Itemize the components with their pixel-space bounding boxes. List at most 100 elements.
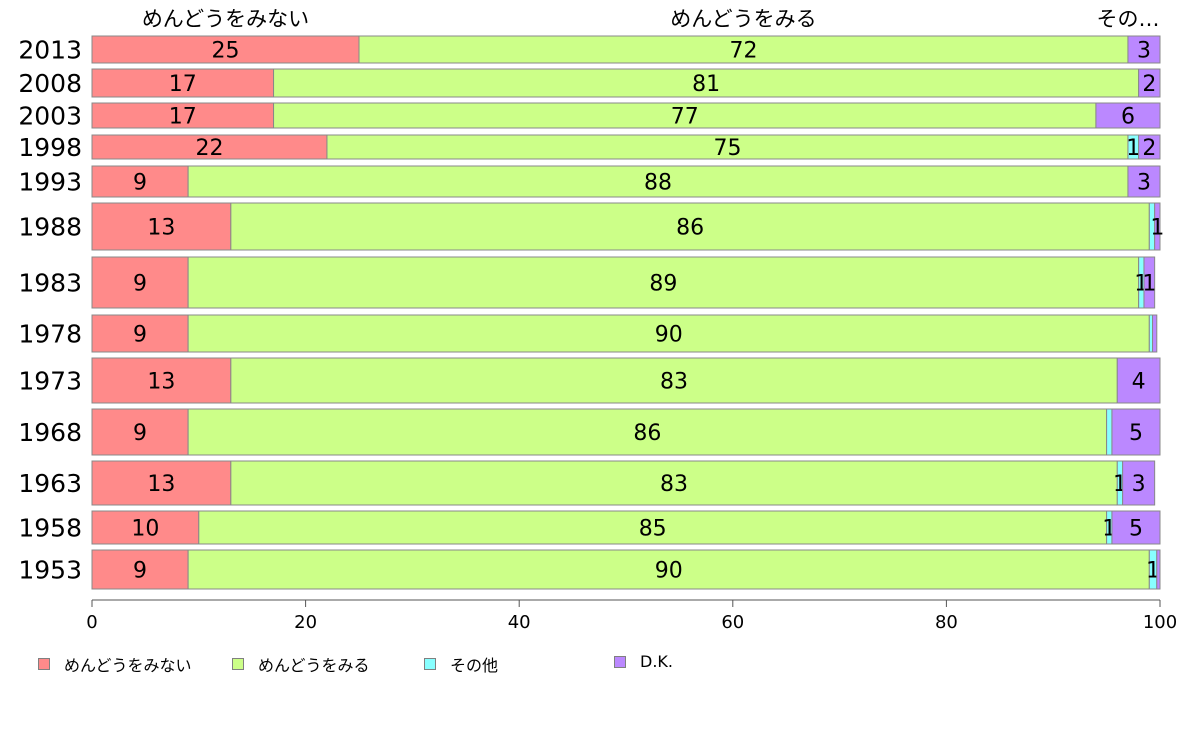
bar-segment — [1106, 408, 1113, 456]
y-tick-label: 1958 — [18, 514, 82, 543]
data-label: 72 — [729, 39, 757, 64]
bar-segment — [358, 35, 1129, 64]
bar-segment — [326, 134, 1129, 160]
y-tick-label: 2013 — [18, 36, 82, 65]
bar-segment — [187, 314, 1150, 353]
data-label: 90 — [655, 323, 683, 348]
data-label: 13 — [147, 216, 175, 241]
bar-segment — [1111, 408, 1161, 456]
data-label: 85 — [639, 517, 667, 542]
y-tick-label: 1968 — [18, 418, 82, 447]
bar-segment — [91, 134, 328, 160]
data-label: 13 — [147, 472, 175, 497]
bar-segment — [1138, 134, 1161, 160]
data-label: 13 — [147, 370, 175, 395]
bar-segment — [91, 510, 200, 545]
legend-swatch-dk — [614, 655, 626, 668]
bar-segment — [1122, 460, 1156, 506]
bar-segment — [91, 35, 360, 64]
y-tick-label: 1988 — [18, 213, 82, 242]
data-label: 3 — [1132, 472, 1146, 497]
data-label: 89 — [649, 272, 677, 297]
top-category-label: めんどうをみる — [670, 7, 816, 31]
x-tick-label: 80 — [935, 612, 958, 633]
data-label: 1 — [1150, 216, 1164, 241]
bar-segment — [187, 256, 1140, 309]
bar-segment — [1154, 202, 1161, 251]
data-label: 75 — [713, 136, 741, 161]
data-label: 83 — [660, 370, 688, 395]
legend-item-care: めんどうをみる — [232, 652, 370, 676]
bar-segment — [273, 68, 1140, 98]
y-tick-label: 1993 — [18, 168, 82, 197]
bar-segment — [187, 165, 1129, 198]
bar-segment — [1116, 357, 1161, 404]
legend-item-no-care: めんどうをみない — [38, 652, 192, 676]
data-label: 3 — [1137, 171, 1151, 196]
data-label: 4 — [1132, 370, 1146, 395]
bar-segment — [1152, 314, 1158, 353]
data-label: 81 — [692, 72, 720, 97]
bar-segment — [1127, 35, 1161, 64]
data-label: 1 — [1142, 272, 1156, 297]
data-label: 5 — [1129, 421, 1143, 446]
y-tick-label: 2003 — [18, 102, 82, 131]
top-category-label: めんどうをみない — [142, 7, 309, 31]
bar-segment — [1127, 165, 1161, 198]
data-label: 2 — [1142, 72, 1156, 97]
data-label: 9 — [133, 323, 147, 348]
y-tick-label: 1978 — [18, 320, 82, 349]
data-label: 77 — [671, 105, 699, 130]
data-label: 17 — [169, 72, 197, 97]
legend-swatch-other — [424, 658, 436, 670]
bar-segment — [230, 460, 1118, 506]
bar-segment — [1138, 68, 1161, 98]
data-label: 88 — [644, 171, 672, 196]
bar-segment — [198, 510, 1108, 545]
data-label: 90 — [655, 559, 683, 584]
legend-label-dk: D.K. — [640, 652, 673, 671]
legend-label-care: めんどうをみる — [258, 656, 370, 675]
bar-segment — [91, 549, 189, 590]
legend-swatch-no-care — [38, 658, 50, 670]
bar-segment — [187, 549, 1150, 590]
legend-label-other: その他 — [450, 656, 499, 675]
bar-segment — [91, 408, 189, 456]
legend-swatch-care — [232, 658, 244, 670]
x-tick-label: 60 — [721, 612, 744, 633]
data-label: 9 — [133, 272, 147, 297]
x-tick-label: 0 — [86, 612, 97, 633]
data-label: 1 — [1126, 136, 1140, 161]
bar-segment — [91, 102, 275, 129]
y-tick-label: 2008 — [18, 69, 82, 98]
legend-item-other: その他 — [424, 652, 498, 676]
data-label: 9 — [133, 559, 147, 584]
bar-segment — [1095, 102, 1161, 129]
y-tick-label: 1953 — [18, 556, 82, 585]
y-tick-label: 1973 — [18, 367, 82, 396]
y-tick-label: 1983 — [18, 269, 82, 298]
bar-segment — [230, 202, 1150, 251]
legend-item-dk: D.K. — [614, 652, 673, 671]
bar-segment — [91, 202, 232, 251]
data-label: 5 — [1129, 517, 1143, 542]
x-tick-label: 40 — [508, 612, 531, 633]
bar-segment — [91, 460, 232, 506]
data-label: 10 — [131, 517, 159, 542]
bar-segment — [91, 357, 232, 404]
bar-segment — [91, 256, 189, 309]
data-label: 25 — [212, 39, 240, 64]
data-label: 86 — [633, 421, 661, 446]
data-label: 6 — [1121, 105, 1135, 130]
data-label: 17 — [169, 105, 197, 130]
data-label: 9 — [133, 171, 147, 196]
y-tick-label: 1998 — [18, 133, 82, 162]
data-label: 22 — [195, 136, 223, 161]
x-tick-label: 100 — [1143, 612, 1177, 633]
data-label: 86 — [676, 216, 704, 241]
bar-segment — [1156, 549, 1161, 590]
data-label: 9 — [133, 421, 147, 446]
data-label: 2 — [1142, 136, 1156, 161]
data-label: 83 — [660, 472, 688, 497]
